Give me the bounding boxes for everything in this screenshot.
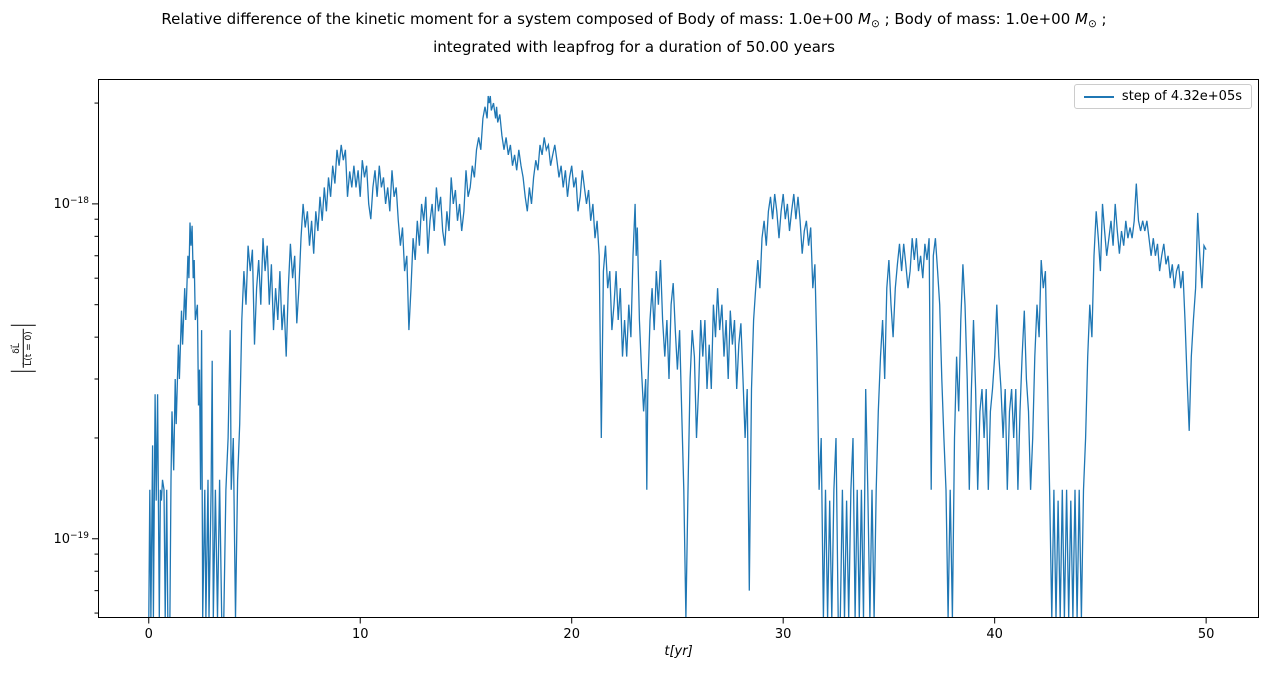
x-tick-label: 40: [986, 627, 1003, 642]
plot-area: [92, 79, 1259, 624]
y-tick-label: 10−18: [53, 195, 89, 213]
x-tick-label: 30: [774, 627, 792, 642]
title-text: integrated with leapfrog for a duration …: [433, 38, 835, 56]
legend-label: step of 4.32e+05s: [1121, 89, 1242, 104]
title-text: ; Body of mass: 1.0e+00: [879, 10, 1076, 28]
x-tick-label: 20: [563, 627, 580, 642]
legend-line-sample: [1083, 95, 1114, 98]
x-axis-label: t[yr]: [664, 644, 693, 659]
title-text: ;: [1096, 10, 1107, 28]
title-text: Relative difference of the kinetic momen…: [161, 10, 859, 28]
title-text: ⊙: [870, 18, 880, 30]
y-axis-label-fraction: δL⃗ L⃗(t = 0): [10, 325, 36, 372]
chart-title-line-1: Relative difference of the kinetic momen…: [0, 8, 1268, 36]
x-tick-label: 50: [1197, 627, 1215, 642]
plot-frame: [98, 79, 1259, 618]
title-text: ⊙: [1087, 18, 1097, 30]
data-line-series: [148, 95, 1207, 618]
axis-ticks: [92, 102, 1207, 624]
x-tick-label: 10: [351, 627, 369, 642]
ylabel-numerator: δL⃗: [11, 329, 24, 368]
chart-title-line-2: integrated with leapfrog for a duration …: [0, 36, 1268, 59]
y-axis-label: δL⃗ L⃗(t = 0): [10, 310, 54, 390]
ylabel-denominator: L⃗(t = 0): [23, 331, 34, 366]
legend: step of 4.32e+05s: [1073, 84, 1252, 109]
title-text: M: [1075, 10, 1088, 28]
y-tick-label: 10−19: [53, 530, 89, 547]
title-text: M: [858, 10, 871, 28]
x-tick-label: 0: [144, 627, 153, 642]
chart-title: Relative difference of the kinetic momen…: [0, 8, 1268, 59]
